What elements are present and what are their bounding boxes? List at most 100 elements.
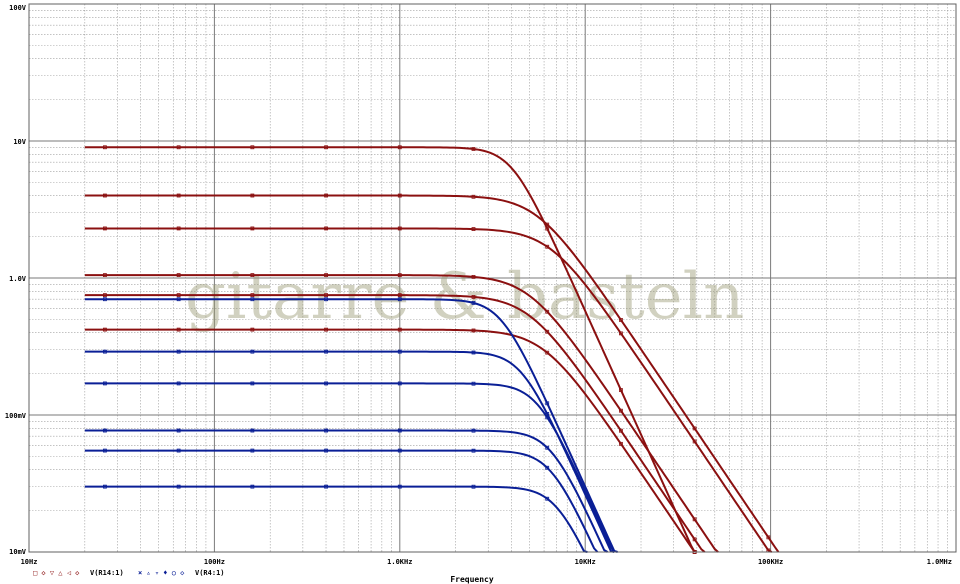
plot-frame: [28, 3, 957, 553]
series-marker: [176, 297, 181, 302]
series-marker: [176, 145, 181, 150]
y-tick-label: 10V: [13, 138, 26, 146]
series-line: [84, 328, 696, 553]
series-marker: [545, 244, 550, 249]
x-tick-label: 10Hz: [21, 558, 38, 566]
series-marker: [250, 327, 255, 332]
series-marker: [471, 147, 476, 151]
y-tick-label: 1.0V: [9, 275, 27, 283]
series-marker: [176, 273, 181, 278]
series-marker: [397, 297, 402, 302]
series-marker: [176, 193, 181, 198]
series-marker: [103, 226, 107, 231]
series-marker: [619, 388, 623, 392]
series-marker: [471, 295, 476, 299]
series-marker: [250, 297, 255, 302]
series-marker: [324, 448, 328, 453]
series-marker: [692, 537, 697, 542]
series-marker: [692, 517, 697, 522]
series-line: [84, 485, 588, 553]
series-marker: [324, 193, 328, 198]
series-line: [84, 350, 615, 553]
x-tick-label: 100KHz: [758, 558, 783, 566]
series-marker: [471, 301, 476, 305]
series-marker: [324, 293, 328, 298]
series-marker: [397, 193, 402, 198]
series-marker: [619, 408, 623, 413]
series-line: [84, 298, 618, 553]
series-marker: [103, 381, 107, 386]
series-marker: [471, 428, 476, 433]
series-marker: [692, 439, 697, 444]
legend-markers: × ▵ ▿ ♦ ○ ◇: [138, 569, 185, 577]
series-marker: [176, 349, 181, 354]
series-marker: [545, 445, 550, 450]
series-marker: [471, 227, 476, 231]
series-marker: [324, 297, 328, 302]
series-marker: [176, 484, 181, 489]
series-marker: [176, 327, 181, 332]
series-marker: [619, 331, 623, 336]
series-marker: [766, 535, 771, 540]
series-marker: [176, 448, 181, 453]
series-marker: [250, 273, 255, 278]
series-marker: [250, 226, 255, 231]
series-marker: [250, 428, 255, 433]
series-marker: [324, 381, 328, 386]
series-line: [84, 382, 616, 553]
y-tick-labels: 100V 10V 1.0V 100mV 10mV: [5, 4, 27, 556]
series-marker: [176, 293, 181, 298]
series-marker: [103, 484, 107, 489]
x-axis-title: Frequency: [450, 575, 494, 584]
series-marker: [397, 273, 402, 278]
series-marker: [471, 350, 476, 355]
series-marker: [250, 484, 255, 489]
legend-label: V(R14:1): [90, 569, 124, 577]
series-marker: [324, 226, 328, 231]
series-marker: [545, 226, 550, 231]
series-marker: [545, 309, 550, 314]
series-line: [84, 227, 773, 553]
series-line: [84, 146, 696, 553]
x-tick-label: 10KHz: [575, 558, 596, 566]
series-marker: [324, 327, 328, 332]
series-marker: [545, 401, 550, 406]
series-marker: [397, 145, 402, 150]
series-line: [84, 194, 780, 553]
series-marker: [324, 349, 328, 354]
series-marker: [397, 226, 402, 231]
series-marker: [250, 448, 255, 453]
series-marker: [250, 349, 255, 354]
series-marker: [103, 327, 107, 332]
series-marker: [250, 145, 255, 150]
series-marker: [397, 484, 402, 489]
series-marker: [397, 293, 402, 298]
x-tick-label: 1.0MHz: [927, 558, 952, 566]
series-marker: [324, 428, 328, 433]
series-marker: [250, 193, 255, 198]
series-marker: [103, 448, 107, 453]
series-marker: [324, 273, 328, 278]
series-marker: [545, 329, 550, 334]
series-marker: [250, 293, 255, 298]
y-tick-label: 100V: [9, 4, 27, 12]
series-marker: [471, 274, 476, 279]
series-marker: [619, 428, 623, 433]
series-marker: [545, 222, 550, 227]
series-marker: [619, 318, 623, 322]
series-marker: [471, 484, 476, 489]
legend-markers: □ ◇ ▽ △ ◁ ◇: [33, 569, 80, 577]
series-marker: [397, 448, 402, 453]
series-marker: [545, 465, 550, 470]
series-line: [84, 294, 706, 553]
series-marker: [176, 381, 181, 386]
series-marker: [103, 349, 107, 354]
series-marker: [692, 426, 697, 431]
series-marker: [103, 293, 107, 298]
legend: □ ◇ ▽ △ ◁ ◇ V(R14:1) × ▵ ▿ ♦ ○ ◇ V(R4:1): [33, 569, 225, 577]
legend-label: V(R4:1): [195, 569, 225, 577]
x-tick-label: 100Hz: [204, 558, 225, 566]
series-marker: [250, 381, 255, 386]
series-marker: [103, 273, 107, 278]
